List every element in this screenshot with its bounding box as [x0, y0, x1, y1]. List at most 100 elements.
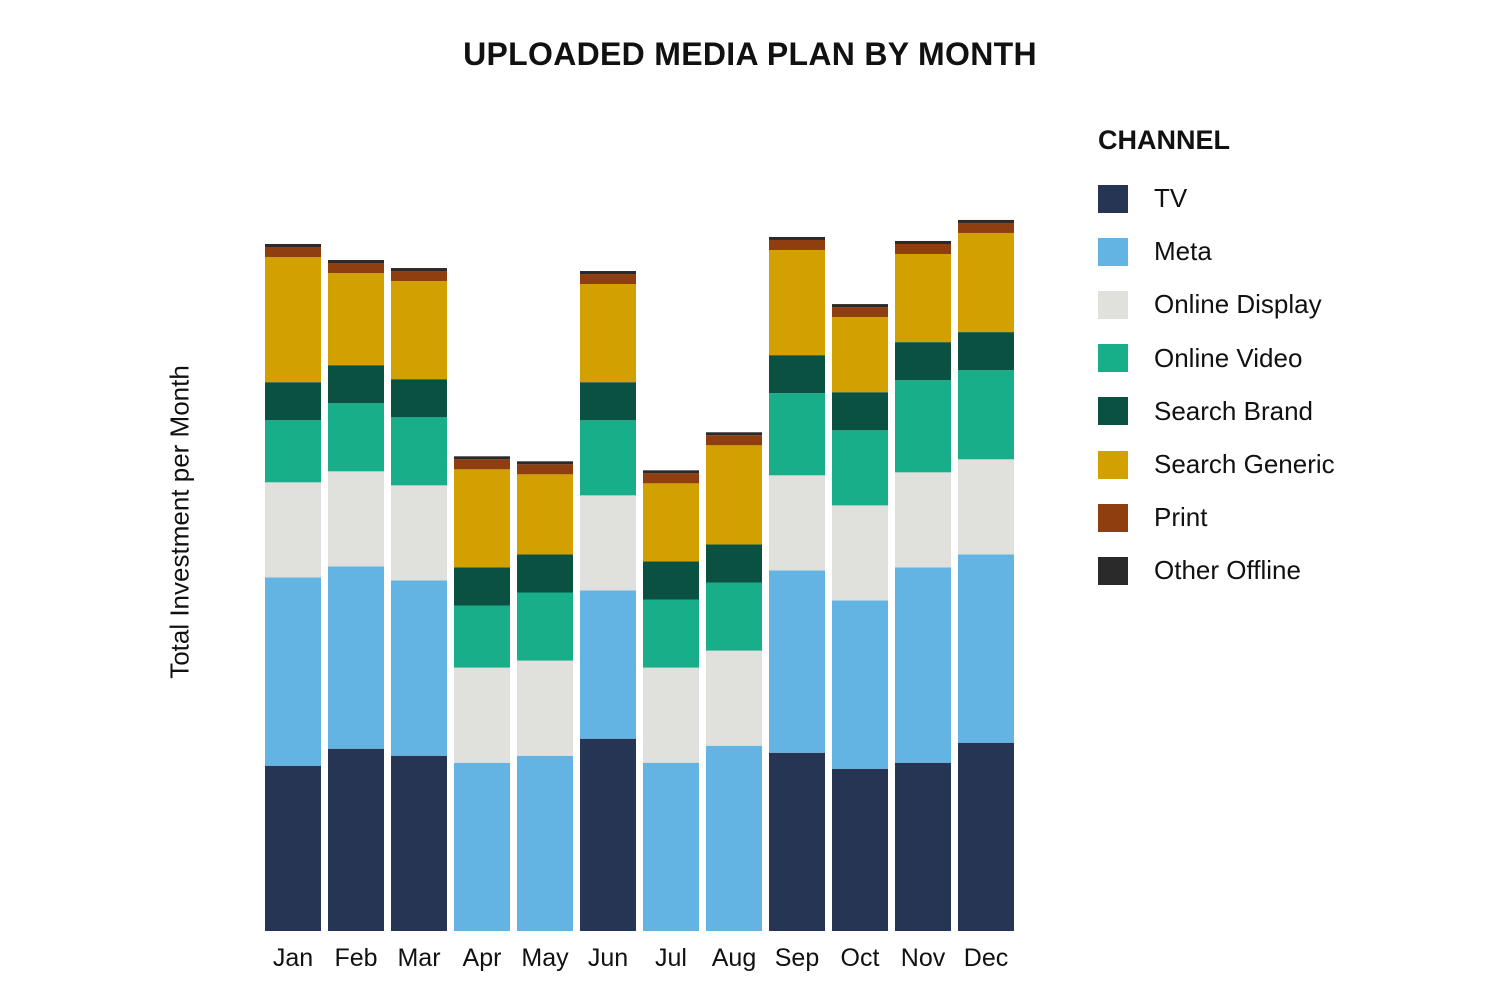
month-labels-group: Jan Feb Mar Apr May Jun Jul Aug Sep Oct Nov Dec	[273, 944, 1008, 972]
bar-segment-apr-search-generic	[454, 469, 510, 568]
bar-segment-nov-print	[895, 243, 951, 254]
bar-segment-nov-tv	[895, 762, 951, 931]
bar-segment-dec-online-display	[958, 459, 1014, 555]
bar-segment-oct-tv	[832, 768, 888, 931]
bar-segment-dec-search-brand	[958, 332, 1014, 371]
bar-segment-jan-online-display	[265, 482, 321, 578]
bar-segment-feb-search-brand	[328, 365, 384, 404]
bar-segment-may-meta	[517, 755, 573, 931]
bar-segment-aug-meta	[706, 745, 762, 931]
bar-segment-jul-meta	[643, 762, 699, 931]
bar-segment-jan-meta	[265, 577, 321, 766]
bar-segment-aug-other-offline	[706, 432, 762, 436]
bar-segment-feb-other-offline	[328, 260, 384, 264]
legend-item-search-brand: Search Brand	[1098, 385, 1335, 438]
bar-segment-oct-online-display	[832, 505, 888, 601]
legend-label-print: Print	[1154, 502, 1208, 533]
bar-segment-oct-meta	[832, 600, 888, 769]
legend-item-online-display: Online Display	[1098, 278, 1335, 331]
bar-segment-jun-online-video	[580, 420, 636, 496]
stacked-bar-chart: Jan Feb Mar Apr May Jun Jul Aug Sep Oct Nov Dec	[265, 219, 1014, 972]
bar-segment-aug-online-video	[706, 582, 762, 651]
legend-items: TV Meta Online Display Online Video Search B…	[1098, 172, 1335, 598]
bar-segment-mar-meta	[391, 580, 447, 756]
month-label-apr: Apr	[463, 944, 502, 972]
bar-segment-may-online-display	[517, 660, 573, 756]
bar-segment-aug-search-brand	[706, 544, 762, 583]
month-label-jun: Jun	[588, 944, 628, 972]
bar-segment-sep-tv	[769, 752, 825, 931]
bar-segment-feb-online-display	[328, 471, 384, 567]
legend-label-search-brand: Search Brand	[1154, 395, 1313, 426]
bar-segment-nov-online-video	[895, 380, 951, 473]
bar-segment-aug-print	[706, 435, 762, 446]
bar-segment-apr-online-video	[454, 605, 510, 668]
bar-segment-may-online-video	[517, 592, 573, 661]
bar-segment-oct-search-brand	[832, 392, 888, 431]
legend-swatch-online-video	[1098, 344, 1128, 373]
bar-segment-nov-meta	[895, 567, 951, 763]
month-label-mar: Mar	[397, 944, 440, 972]
bar-segment-mar-tv	[391, 755, 447, 931]
bar-segment-mar-search-generic	[391, 281, 447, 380]
legend-title: CHANNEL	[1098, 125, 1230, 155]
month-label-nov: Nov	[901, 944, 946, 972]
month-label-may: May	[521, 944, 569, 972]
chart-title: UPLOADED MEDIA PLAN BY MONTH	[463, 36, 1037, 72]
legend-label-meta: Meta	[1154, 236, 1212, 267]
bar-segment-mar-search-brand	[391, 379, 447, 418]
legend-swatch-meta	[1098, 237, 1128, 266]
bar-segment-dec-print	[958, 222, 1014, 233]
bars-group	[265, 219, 1014, 931]
bar-segment-mar-print	[391, 271, 447, 282]
bar-segment-sep-meta	[769, 570, 825, 753]
legend-swatch-search-generic	[1098, 450, 1128, 479]
bar-segment-jun-search-brand	[580, 382, 636, 421]
legend-item-print: Print	[1098, 491, 1335, 544]
bar-segment-feb-print	[328, 263, 384, 274]
month-label-jul: Jul	[655, 944, 687, 972]
legend-label-search-generic: Search Generic	[1154, 449, 1335, 480]
bar-segment-jan-tv	[265, 765, 321, 931]
legend-swatch-search-brand	[1098, 397, 1128, 426]
bar-segment-jan-print	[265, 247, 321, 258]
bar-segment-oct-search-generic	[832, 317, 888, 393]
bar-segment-mar-other-offline	[391, 268, 447, 272]
legend-label-online-video: Online Video	[1154, 342, 1303, 373]
bar-segment-apr-search-brand	[454, 567, 510, 606]
bar-segment-jun-online-display	[580, 495, 636, 591]
bar-segment-sep-other-offline	[769, 236, 825, 240]
legend: CHANNEL TV Meta Online Display Online Video…	[1098, 122, 1335, 598]
legend-swatch-online-display	[1098, 290, 1128, 319]
bar-segment-dec-meta	[958, 554, 1014, 743]
legend-item-other-offline: Other Offline	[1098, 544, 1335, 597]
bar-segment-may-search-generic	[517, 474, 573, 555]
bar-segment-sep-search-generic	[769, 250, 825, 356]
bar-segment-may-other-offline	[517, 461, 573, 465]
legend-swatch-other-offline	[1098, 556, 1128, 585]
bar-segment-oct-online-video	[832, 430, 888, 506]
bar-segment-nov-search-brand	[895, 342, 951, 381]
bar-segment-sep-print	[769, 239, 825, 250]
bar-segment-dec-other-offline	[958, 219, 1014, 223]
bar-segment-jun-other-offline	[580, 271, 636, 275]
bar-segment-jul-other-offline	[643, 470, 699, 474]
bar-segment-aug-search-generic	[706, 445, 762, 545]
bar-segment-apr-meta	[454, 762, 510, 931]
bar-segment-dec-online-video	[958, 370, 1014, 460]
bar-segment-jul-online-display	[643, 667, 699, 763]
bar-segment-jun-print	[580, 274, 636, 285]
bar-segment-apr-online-display	[454, 667, 510, 763]
bar-segment-apr-print	[454, 459, 510, 470]
bar-segment-jan-online-video	[265, 420, 321, 483]
bar-segment-sep-search-brand	[769, 355, 825, 394]
bar-segment-mar-online-display	[391, 485, 447, 581]
bar-segment-jul-search-generic	[643, 483, 699, 562]
bar-segment-oct-other-offline	[832, 304, 888, 308]
bar-segment-jun-meta	[580, 590, 636, 739]
bar-segment-may-print	[517, 464, 573, 475]
bar-segment-aug-online-display	[706, 650, 762, 746]
legend-item-meta: Meta	[1098, 225, 1335, 278]
bar-segment-jun-tv	[580, 738, 636, 931]
bar-segment-jan-search-generic	[265, 257, 321, 383]
